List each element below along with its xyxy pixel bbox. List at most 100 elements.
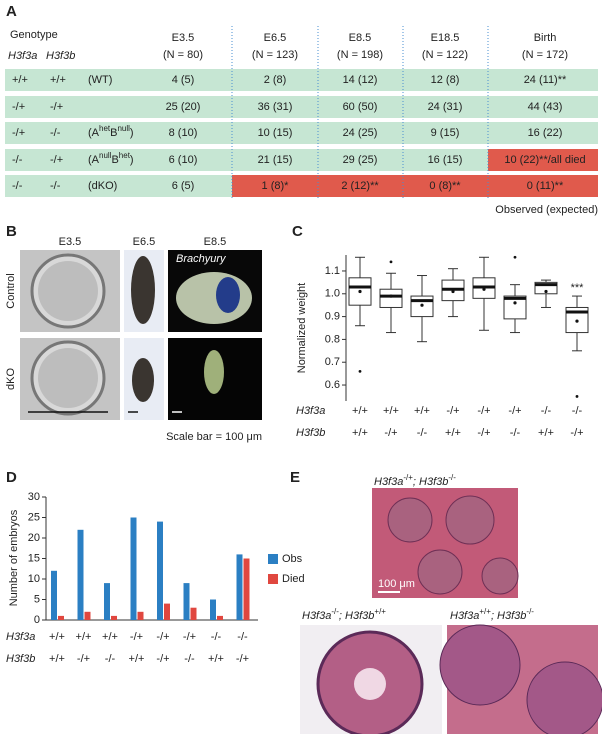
row-note-part: (A: [88, 154, 100, 166]
row-note-part: B: [110, 127, 117, 139]
y-tick-label: 5: [34, 593, 40, 605]
image-label-part: -/-: [526, 607, 534, 616]
image-label-part: -/+: [403, 473, 413, 482]
table-cell: [5, 149, 232, 171]
table-cell: [318, 96, 403, 118]
image-label: H3f3a-/-; H3f3b+/+: [302, 607, 386, 622]
column-label: E8.5: [204, 236, 227, 248]
x-tick-label: +/+: [208, 653, 224, 665]
genotype-header: Genotype: [10, 29, 58, 41]
legend-swatch: [268, 554, 278, 564]
stage-label: E6.5: [264, 32, 287, 44]
x-tick-label: +/+: [414, 405, 430, 417]
x-tick-label: -/+: [77, 653, 90, 665]
bar: [58, 615, 64, 620]
n-label: (N = 80): [163, 49, 203, 61]
row-note-part: het: [119, 151, 131, 160]
x-tick-label: -/+: [477, 427, 490, 439]
image-label-part: +/+: [374, 607, 386, 616]
cell-value: 10 (22)**/all died: [504, 154, 585, 166]
legend-swatch: [268, 574, 278, 584]
table-cell: [403, 69, 488, 91]
tubule: [439, 624, 521, 706]
table-cell: [403, 175, 488, 197]
image-label-part: -/-: [448, 473, 456, 482]
category-row-label: H3f3a: [6, 631, 35, 643]
row-note: (dKO): [88, 180, 117, 192]
y-tick-label: 0.7: [325, 356, 340, 368]
cell-value: 0 (11)**: [527, 180, 564, 192]
panel-letter: B: [6, 223, 17, 240]
table-cell: [318, 175, 403, 197]
bar: [183, 583, 190, 620]
cell-value: 25 (20): [166, 101, 201, 113]
table-cell: [488, 69, 598, 91]
y-tick-label: 10: [28, 573, 40, 585]
panel-letter: A: [6, 3, 17, 20]
n-label: (N = 122): [422, 49, 468, 61]
cell-value: 4 (5): [172, 74, 195, 86]
mean: [513, 301, 517, 305]
table-cell: [232, 69, 318, 91]
panel-letter: C: [292, 223, 303, 240]
table-cell: [5, 69, 232, 91]
x-tick-label: -/+: [130, 631, 143, 643]
table-cell: [488, 175, 598, 197]
cell-value: 36 (31): [258, 101, 293, 113]
image-label-part: ; H3f3b: [413, 476, 448, 488]
table-cell: [318, 69, 403, 91]
y-tick-label: 1.0: [325, 288, 340, 300]
image-label-part: H3f3a: [302, 610, 331, 622]
x-tick-label: -/+: [156, 653, 169, 665]
bar: [190, 607, 197, 620]
genotype-a: -/-: [12, 154, 23, 166]
stain-label: Brachyury: [176, 253, 227, 265]
x-tick-label: -/+: [384, 427, 397, 439]
column-label: E3.5: [59, 236, 82, 248]
scale-label: 100 μm: [378, 578, 415, 590]
x-tick-label: +/+: [352, 427, 368, 439]
genotype-b: -/-: [50, 127, 61, 139]
x-tick-label: +/+: [445, 427, 461, 439]
x-tick-label: +/+: [383, 405, 399, 417]
y-axis-label: Number of embryos: [8, 509, 20, 606]
bar: [243, 558, 250, 620]
bar: [77, 529, 84, 620]
legend-label: Obs: [282, 553, 303, 565]
y-tick-label: 0.6: [325, 379, 340, 391]
legend-label: Died: [282, 573, 305, 585]
table-footer: Observed (expected): [495, 204, 598, 216]
cell-value: 16 (15): [428, 154, 463, 166]
mean: [389, 294, 393, 298]
x-tick-label: -/+: [446, 405, 459, 417]
x-tick-label: +/+: [49, 631, 65, 643]
outlier: [358, 369, 362, 373]
table-cell: [403, 122, 488, 144]
embryo: [204, 350, 224, 394]
x-tick-label: -/-: [510, 427, 521, 439]
scale-note: Scale bar = 100 μm: [166, 431, 262, 443]
mean: [420, 303, 424, 307]
row-note: (AhetBnull): [88, 124, 134, 139]
image-label-part: +/+: [479, 607, 491, 616]
bar: [210, 599, 216, 620]
n-label: (N = 172): [522, 49, 568, 61]
x-tick-label: -/-: [105, 653, 116, 665]
row-note-part: B: [111, 154, 118, 166]
embryo: [38, 261, 98, 321]
table-cell: [403, 96, 488, 118]
lumen: [354, 668, 386, 700]
gene-header: H3f3a: [8, 50, 37, 62]
mean: [482, 287, 486, 291]
image-label-part: H3f3a: [374, 476, 403, 488]
cell-value: 2 (8): [264, 74, 287, 86]
row-note: (WT): [88, 74, 112, 86]
x-tick-label: -/+: [183, 631, 196, 643]
embryo: [38, 348, 98, 408]
embryo: [132, 358, 154, 402]
stage-label: Birth: [534, 32, 557, 44]
table-cell: [5, 96, 232, 118]
column-label: E6.5: [133, 236, 156, 248]
x-tick-label: -/+: [570, 427, 583, 439]
